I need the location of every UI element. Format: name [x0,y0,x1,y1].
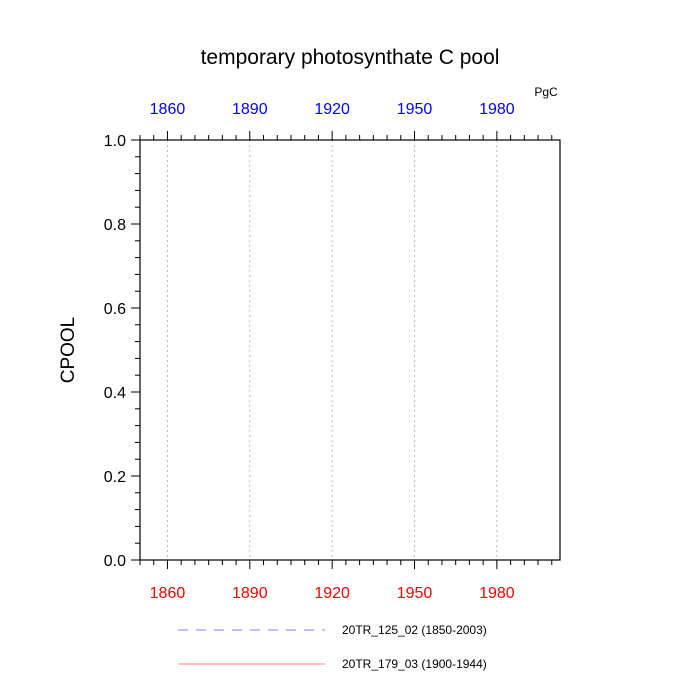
y-tick-label: 0.8 [104,217,126,234]
chart-title: temporary photosynthate C pool [201,46,500,69]
legend-label-1: 20TR_125_02 (1850-2003) [342,623,487,637]
y-tick-label: 0.6 [104,301,126,318]
y-tick-label: 0.0 [104,553,126,570]
y-tick-label: 0.2 [104,469,126,486]
x-tick-label-top: 1920 [314,101,350,118]
x-tick-label-bottom: 1980 [479,585,515,602]
x-tick-label-top: 1860 [150,101,186,118]
x-tick-label-bottom: 1860 [150,585,186,602]
legend-label-2: 20TR_179_03 (1900-1944) [342,657,487,671]
plot-frame [139,139,561,561]
x-tick-label-bottom: 1890 [232,585,268,602]
x-tick-label-bottom: 1950 [397,585,433,602]
legend: 20TR_125_02 (1850-2003) 20TR_179_03 (1900… [178,623,487,671]
units-label: PgC [534,85,558,99]
x-tick-label-top: 1950 [397,101,433,118]
grid [167,140,498,560]
tick-marks [131,131,553,569]
y-axis-label: CPOOL [58,317,79,384]
x-tick-label-bottom: 1920 [314,585,350,602]
tick-labels: 0.0 0.2 0.4 0.6 0.8 1.0 1860 1860 1890 1890 1920 19… [104,101,515,602]
x-tick-label-top: 1890 [232,101,268,118]
x-tick-label-top: 1980 [479,101,515,118]
y-tick-label: 0.4 [104,385,126,402]
y-tick-label: 1.0 [104,133,126,150]
